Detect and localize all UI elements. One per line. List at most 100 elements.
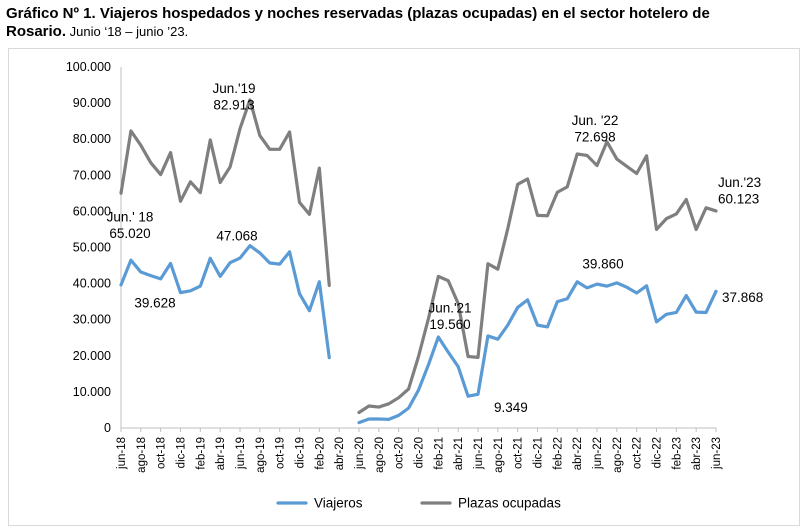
data-point-viajeros — [487, 335, 489, 337]
legend-label-viajeros: Viajeros — [314, 496, 363, 511]
data-point-plazas-ocupadas — [229, 166, 231, 168]
y-tick-label: 80.000 — [73, 132, 111, 146]
x-tick-label: ago-18 — [136, 437, 148, 473]
data-point-plazas-ocupadas — [278, 148, 281, 151]
chart-frame — [8, 48, 800, 526]
data-point-viajeros — [497, 338, 499, 340]
data-point-plazas-ocupadas — [407, 388, 410, 390]
annotation-label: 9.349 — [494, 400, 528, 415]
x-tick-label: abr-20 — [334, 437, 346, 470]
data-point-viajeros — [407, 407, 410, 409]
data-point-plazas-ocupadas — [149, 161, 152, 164]
data-point-viajeros — [606, 285, 608, 287]
data-point-plazas-ocupadas — [288, 131, 291, 133]
data-point-plazas-ocupadas — [645, 155, 648, 157]
data-point-plazas-ocupadas — [427, 317, 430, 320]
y-tick-label: 20.000 — [73, 349, 111, 363]
data-point-viajeros — [536, 324, 539, 326]
data-point-viajeros — [328, 356, 331, 359]
data-point-plazas-ocupadas — [239, 127, 241, 130]
x-tick-label: oct-21 — [513, 437, 525, 469]
data-point-viajeros — [566, 297, 569, 300]
x-tick-label: jun-21 — [473, 437, 485, 470]
data-point-plazas-ocupadas — [358, 411, 360, 414]
data-point-viajeros — [526, 299, 529, 301]
data-point-viajeros — [239, 257, 241, 259]
data-point-viajeros — [625, 286, 628, 289]
data-point-plazas-ocupadas — [477, 356, 479, 359]
x-tick-label: dic-18 — [176, 437, 188, 468]
data-point-viajeros — [308, 309, 311, 312]
y-tick-label: 0 — [104, 421, 111, 435]
series-line-plazas-ocupadas — [119, 98, 718, 415]
annotation-label: 39.628 — [134, 295, 175, 310]
annotation-label: Jun.'23 — [718, 175, 761, 190]
data-point-viajeros — [318, 280, 321, 283]
chart-title: Gráfico Nº 1. Viajeros hospedados y noch… — [6, 5, 812, 41]
data-point-viajeros — [169, 262, 172, 265]
data-point-viajeros — [576, 280, 578, 283]
x-tick-label: jun-23 — [711, 437, 723, 470]
data-point-plazas-ocupadas — [467, 355, 469, 358]
x-tick-label: abr-22 — [572, 437, 584, 470]
data-point-viajeros — [675, 311, 678, 314]
data-point-plazas-ocupadas — [566, 186, 569, 188]
data-point-plazas-ocupadas — [655, 228, 658, 231]
data-point-plazas-ocupadas — [169, 151, 172, 154]
x-tick-label: dic-21 — [533, 437, 545, 468]
data-point-plazas-ocupadas — [199, 191, 202, 194]
y-tick-label: 60.000 — [73, 204, 111, 218]
data-point-plazas-ocupadas — [695, 228, 697, 231]
data-point-plazas-ocupadas — [308, 213, 311, 216]
x-tick-label: abr-19 — [215, 437, 227, 470]
data-point-plazas-ocupadas — [586, 154, 588, 157]
data-point-viajeros — [506, 324, 509, 326]
x-tick-label: ago-19 — [255, 437, 267, 473]
data-point-plazas-ocupadas — [625, 165, 628, 168]
data-point-viajeros — [556, 300, 559, 303]
data-point-plazas-ocupadas — [616, 158, 618, 160]
data-point-plazas-ocupadas — [328, 284, 331, 287]
data-point-viajeros — [387, 418, 390, 421]
data-point-plazas-ocupadas — [546, 214, 549, 217]
data-point-viajeros — [645, 284, 648, 287]
data-point-plazas-ocupadas — [457, 302, 459, 305]
data-point-viajeros — [159, 278, 162, 280]
x-tick-label: feb-23 — [671, 437, 683, 470]
data-point-plazas-ocupadas — [506, 227, 509, 230]
x-tick-label: dic-22 — [652, 437, 664, 468]
data-point-viajeros — [378, 418, 380, 420]
data-point-plazas-ocupadas — [120, 192, 122, 195]
data-point-viajeros — [635, 292, 638, 294]
data-point-viajeros — [616, 282, 618, 284]
x-tick-label: dic-20 — [414, 437, 426, 468]
data-point-plazas-ocupadas — [318, 167, 321, 169]
data-point-viajeros — [516, 306, 519, 309]
series-layer — [119, 98, 718, 425]
annotation-label: 72.698 — [574, 129, 615, 144]
data-point-plazas-ocupadas — [159, 173, 162, 176]
x-tick-label: ago-21 — [493, 437, 505, 473]
data-point-plazas-ocupadas — [130, 130, 132, 132]
data-point-viajeros — [268, 262, 271, 264]
data-point-viajeros — [199, 285, 202, 287]
x-tick-label: ago-22 — [612, 437, 624, 473]
data-point-viajeros — [447, 351, 450, 353]
data-point-viajeros — [467, 395, 469, 398]
data-point-plazas-ocupadas — [378, 406, 380, 408]
data-point-plazas-ocupadas — [536, 214, 539, 217]
chart-title-line1: Gráfico Nº 1. Viajeros hospedados y noch… — [6, 5, 710, 22]
x-tick-label: feb-22 — [552, 437, 564, 470]
data-point-plazas-ocupadas — [397, 396, 400, 399]
data-point-plazas-ocupadas — [447, 279, 450, 282]
data-point-viajeros — [288, 251, 291, 253]
chart-title-line2: Rosario. Junio ‘18 – junio ’23. — [6, 23, 812, 41]
data-point-viajeros — [140, 271, 142, 273]
data-point-viajeros — [417, 389, 420, 391]
data-point-viajeros — [130, 259, 132, 261]
data-point-viajeros — [189, 290, 192, 292]
x-tick-label: oct-20 — [394, 437, 406, 469]
data-point-plazas-ocupadas — [576, 153, 578, 155]
data-point-viajeros — [437, 336, 440, 338]
